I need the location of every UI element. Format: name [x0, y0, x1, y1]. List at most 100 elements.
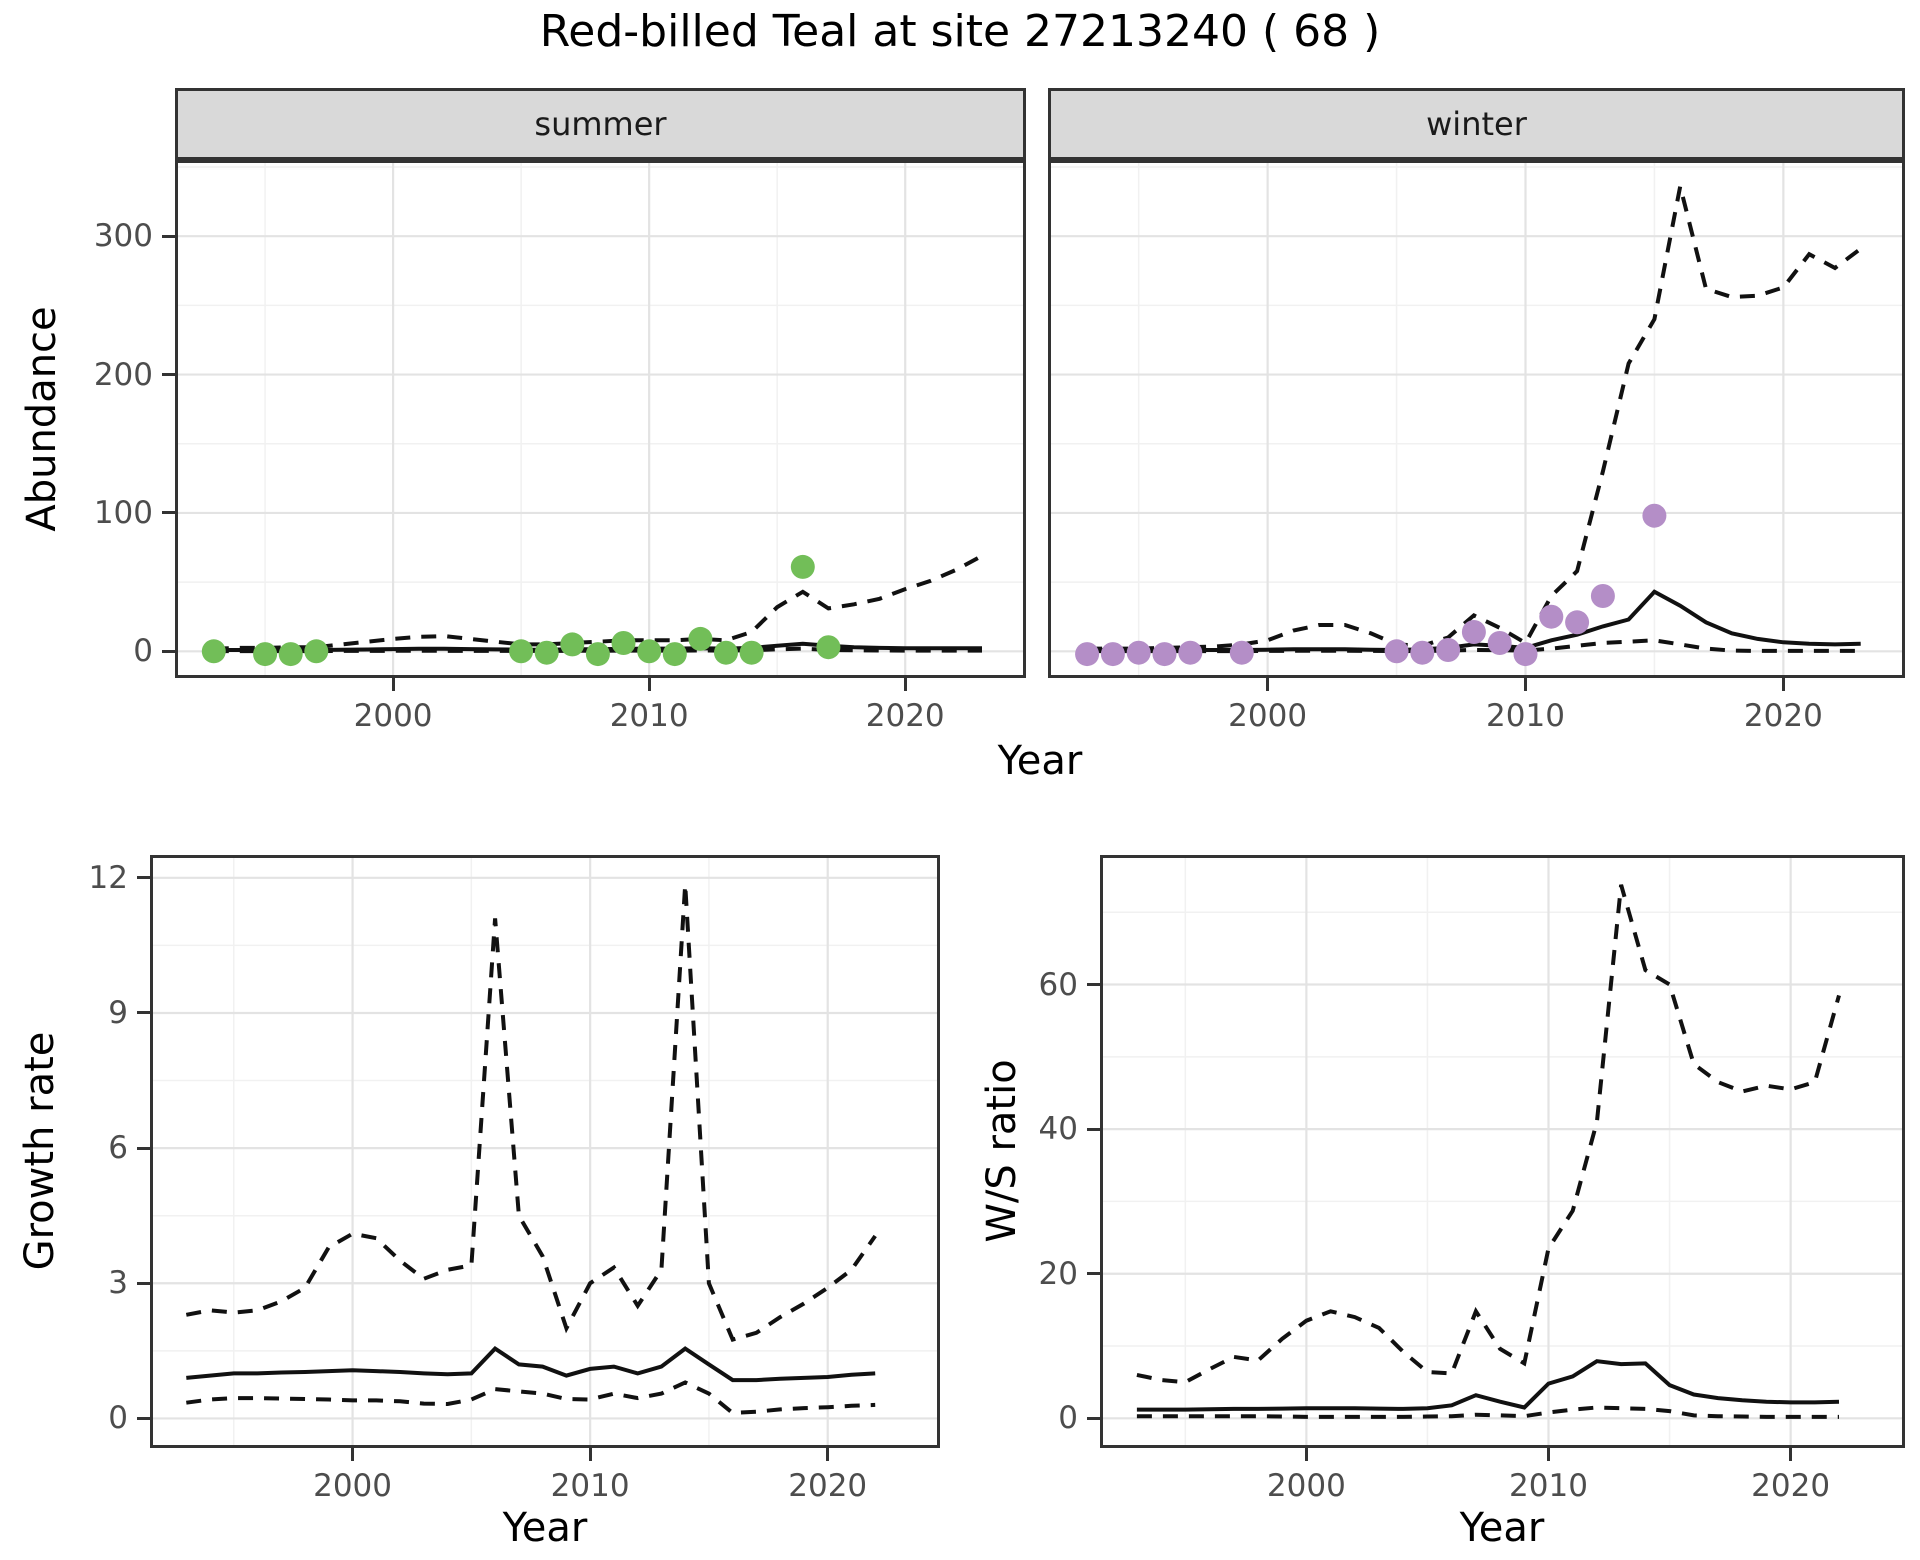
x-tick-mark — [1304, 1448, 1308, 1461]
x-tick-mark — [1266, 678, 1270, 691]
series-fit_median — [186, 1346, 876, 1383]
point-observed_counts_winter — [1152, 642, 1177, 667]
point-observed_counts_winter — [1513, 642, 1538, 667]
y-tick-mark — [1087, 1272, 1100, 1276]
point-observed_counts_summer — [585, 642, 610, 667]
point-observed_counts_summer — [637, 639, 662, 664]
point-observed_counts_winter — [1126, 640, 1151, 665]
x-tick-mark — [391, 678, 395, 691]
point-observed_counts_winter — [1410, 640, 1435, 665]
y-tick-label: 100 — [93, 494, 153, 531]
y-tick-label: 40 — [1038, 1111, 1078, 1148]
x-tick-label: 2000 — [1228, 698, 1308, 734]
x-tick-mark — [1547, 1448, 1550, 1461]
point-observed_counts_summer — [816, 635, 841, 660]
x-tick-label: 2000 — [313, 1468, 393, 1504]
point-observed_counts_winter — [1565, 610, 1590, 635]
growth-rate-plot-svg — [153, 858, 937, 1445]
x-tick-label: 2020 — [1751, 1468, 1831, 1504]
point-observed_counts_winter — [1590, 584, 1615, 608]
point-observed_counts_winter — [1487, 631, 1512, 655]
winter-plot-svg — [1051, 163, 1902, 675]
point-observed_counts_summer — [662, 642, 687, 667]
point-observed_counts_summer — [253, 642, 278, 667]
x-tick-mark — [903, 678, 907, 691]
x-tick-mark — [1523, 678, 1527, 691]
point-observed_counts_summer — [509, 639, 534, 664]
x-axis-title-year-top: Year — [997, 738, 1083, 784]
y-tick-label: 12 — [88, 859, 128, 896]
x-tick-label: 2000 — [1266, 1468, 1346, 1504]
series-upper_ci — [213, 554, 983, 651]
point-observed_counts_summer — [611, 631, 636, 655]
y-tick-mark — [137, 1146, 150, 1150]
x-tick-mark — [351, 1448, 355, 1461]
y-tick-mark — [137, 1011, 150, 1015]
point-observed_counts_winter — [1436, 638, 1461, 662]
point-observed_counts_summer — [278, 642, 303, 667]
point-observed_counts_winter — [1075, 642, 1100, 667]
x-tick-label: 2010 — [609, 698, 689, 734]
chart-title: Red-billed Teal at site 27213240 ( 68 ) — [539, 6, 1381, 57]
point-observed_counts_winter — [1100, 642, 1125, 667]
series-upper_ci — [1136, 884, 1841, 1385]
series-upper_ci — [1087, 185, 1862, 651]
summer-plot-svg — [178, 163, 1023, 675]
y-axis-title-ws-ratio: W/S ratio — [979, 1059, 1025, 1243]
y-tick-label: 6 — [108, 1130, 128, 1167]
panel-ws-ratio — [1100, 855, 1905, 1448]
y-tick-mark — [137, 1416, 150, 1420]
series-fit_median — [1087, 589, 1861, 653]
point-observed_counts_winter — [1178, 640, 1203, 665]
x-tick-label: 2010 — [1509, 1468, 1588, 1504]
point-observed_counts_summer — [739, 640, 764, 665]
y-tick-mark — [1087, 1416, 1100, 1420]
y-tick-mark — [1087, 1127, 1100, 1131]
series-upper_ci — [185, 884, 877, 1343]
facet-strip-winter: winter — [1048, 88, 1905, 160]
y-tick-label: 20 — [1038, 1255, 1078, 1292]
x-tick-label: 2020 — [865, 698, 945, 734]
y-tick-label: 60 — [1038, 966, 1078, 1003]
facet-strip-winter-label: winter — [1426, 105, 1527, 143]
point-observed_counts_winter — [1384, 639, 1409, 664]
point-observed_counts_summer — [534, 640, 559, 665]
y-tick-label: 9 — [108, 994, 128, 1031]
y-tick-mark — [162, 234, 175, 238]
y-axis-title-growth-rate: Growth rate — [17, 1031, 63, 1271]
facet-strip-summer: summer — [175, 88, 1026, 160]
point-observed_counts_summer — [560, 632, 585, 657]
y-tick-mark — [162, 511, 175, 515]
x-axis-title-year-growth: Year — [502, 1505, 588, 1551]
panel-winter-abundance — [1048, 160, 1905, 678]
x-tick-label: 2000 — [353, 698, 433, 734]
point-observed_counts_summer — [790, 554, 815, 579]
x-tick-label: 2020 — [1743, 698, 1823, 734]
x-tick-mark — [1789, 1448, 1793, 1461]
y-tick-label: 300 — [93, 218, 153, 255]
x-tick-label: 2020 — [788, 1468, 868, 1504]
y-tick-label: 0 — [108, 1400, 128, 1437]
y-tick-mark — [162, 649, 175, 653]
y-tick-label: 0 — [1058, 1400, 1078, 1437]
x-tick-label: 2010 — [1486, 698, 1565, 734]
y-axis-title-abundance: Abundance — [19, 306, 65, 532]
panel-growth-rate — [150, 855, 940, 1448]
x-tick-mark — [1781, 678, 1785, 691]
x-tick-label: 2010 — [550, 1468, 630, 1504]
x-tick-mark — [826, 1448, 830, 1461]
y-tick-label: 0 — [133, 633, 153, 670]
point-observed_counts_winter — [1539, 604, 1564, 629]
point-observed_counts_summer — [688, 626, 713, 651]
panel-summer-abundance — [175, 160, 1026, 678]
point-observed_counts_winter — [1461, 620, 1486, 644]
x-tick-mark — [647, 678, 651, 691]
point-observed_counts_winter — [1229, 640, 1254, 665]
y-tick-label: 200 — [93, 356, 153, 393]
ws-ratio-plot-svg — [1103, 858, 1902, 1445]
y-tick-mark — [137, 876, 150, 880]
y-tick-mark — [1087, 983, 1100, 987]
facet-strip-summer-label: summer — [534, 105, 667, 143]
point-observed_counts_summer — [201, 639, 226, 664]
